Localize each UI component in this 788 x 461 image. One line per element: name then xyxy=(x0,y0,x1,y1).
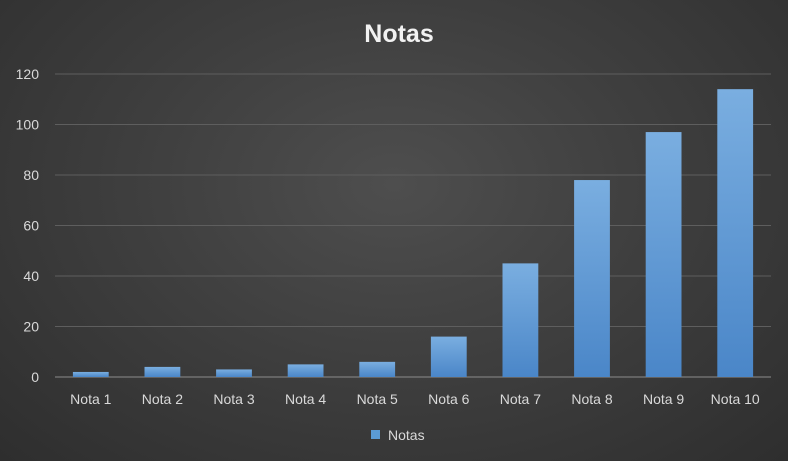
gridlines xyxy=(55,73,771,378)
bar-7 xyxy=(502,263,539,377)
y-tick-label: 100 xyxy=(16,117,40,133)
bar-1 xyxy=(72,371,109,377)
y-tick-label: 0 xyxy=(31,369,39,385)
x-tick-label: Nota 9 xyxy=(643,391,684,407)
y-tick-label: 40 xyxy=(23,268,39,284)
bar-6 xyxy=(430,336,467,377)
x-tick-label: Nota 4 xyxy=(285,391,326,407)
x-tick-label: Nota 7 xyxy=(500,391,541,407)
bars xyxy=(72,89,754,378)
x-tick-label: Nota 5 xyxy=(357,391,398,407)
y-tick-label: 60 xyxy=(23,218,39,234)
y-tick-label: 120 xyxy=(16,66,40,82)
x-tick-label: Nota 10 xyxy=(711,391,760,407)
legend-entry: Notas xyxy=(388,427,425,443)
x-tick-label: Nota 6 xyxy=(428,391,469,407)
bar-2 xyxy=(144,366,181,377)
x-tick-label: Nota 1 xyxy=(70,391,111,407)
bar-9 xyxy=(645,132,682,377)
x-tick-label: Nota 2 xyxy=(142,391,183,407)
bar-10 xyxy=(717,89,754,378)
bar-5 xyxy=(359,361,396,377)
legend: Notas xyxy=(371,427,425,443)
bar-8 xyxy=(574,180,610,377)
x-axis-ticks: Nota 1 Nota 2 Nota 3 Nota 4 Nota 5 Nota 6 Nota… xyxy=(70,391,760,407)
y-tick-label: 20 xyxy=(23,319,39,335)
bar-4 xyxy=(287,364,324,377)
bar-3 xyxy=(216,369,252,377)
chart-title: Notas xyxy=(364,20,433,48)
legend-swatch xyxy=(371,430,380,439)
x-tick-label: Nota 8 xyxy=(571,391,612,407)
y-axis-ticks: 0 20 40 60 80 100 120 xyxy=(16,66,40,385)
y-tick-label: 80 xyxy=(23,167,39,183)
x-tick-label: Nota 3 xyxy=(213,391,254,407)
